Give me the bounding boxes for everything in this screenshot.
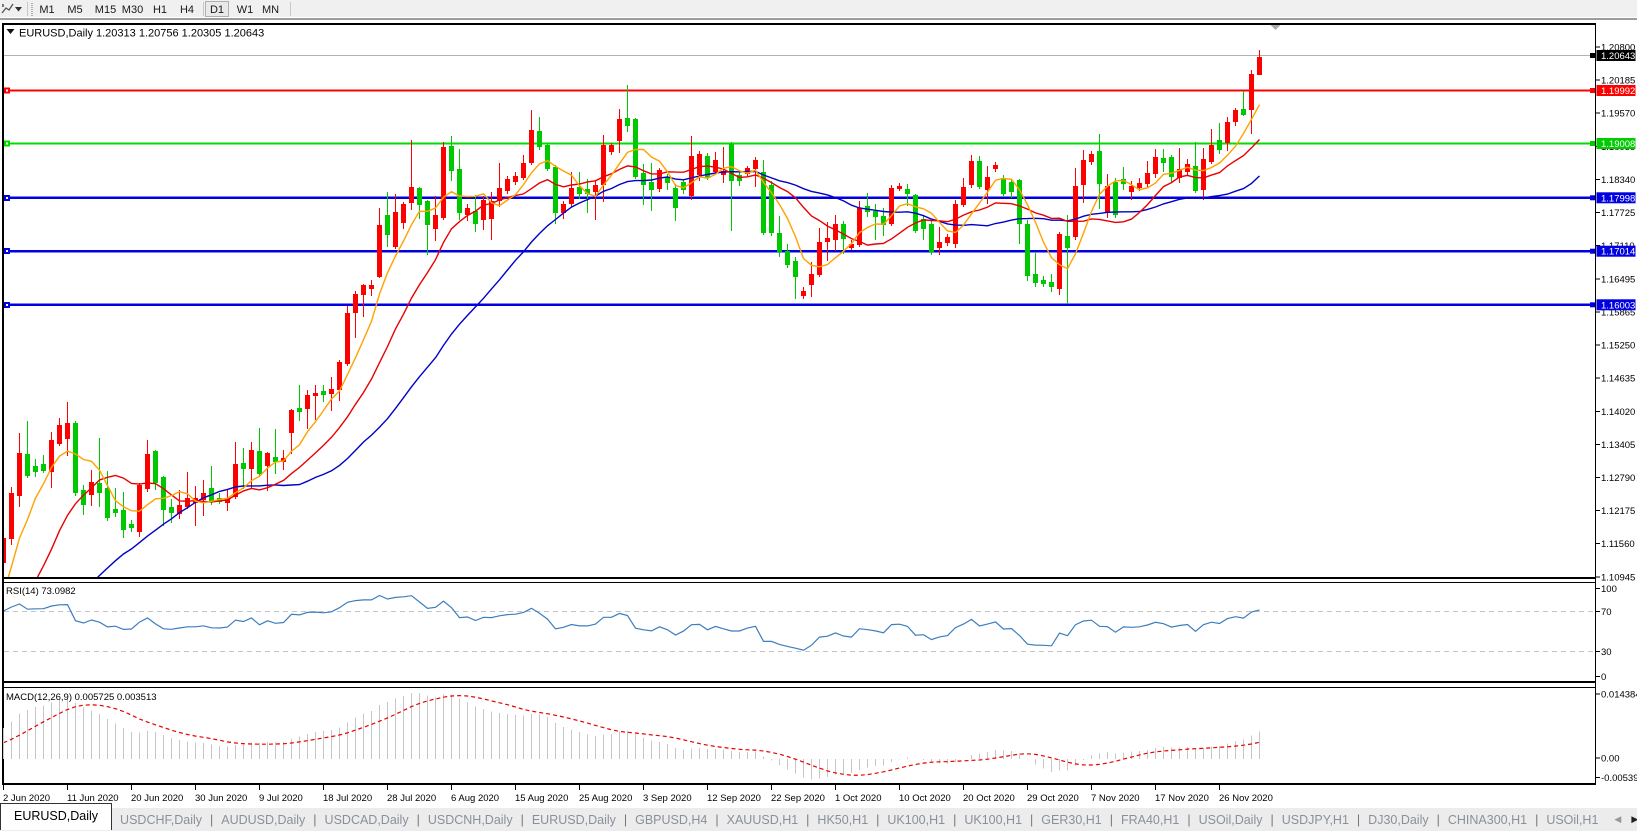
svg-text:-0.005396: -0.005396 [1601,773,1637,784]
svg-text:M15: M15 [95,4,116,16]
svg-text:1.20800: 1.20800 [1601,42,1635,53]
svg-text:12 Sep 2020: 12 Sep 2020 [707,793,761,804]
svg-text:30: 30 [1601,647,1612,658]
svg-text:1.17014: 1.17014 [1601,247,1635,258]
svg-text:M5: M5 [67,4,82,16]
svg-text:1.20643: 1.20643 [1601,51,1635,62]
svg-text:1.16495: 1.16495 [1601,274,1635,285]
svg-text:1.20185: 1.20185 [1601,76,1635,87]
svg-text:25 Aug 2020: 25 Aug 2020 [579,793,632,804]
svg-text:1.15865: 1.15865 [1601,307,1635,318]
svg-text:1.10945: 1.10945 [1601,572,1635,583]
svg-text:EURUSD,Daily 1.20313 1.20756: EURUSD,Daily 1.20313 1.20756 1.20305 1.2… [19,28,264,40]
svg-text:1.13405: 1.13405 [1601,440,1635,451]
svg-text:H1: H1 [153,4,167,16]
svg-text:MACD(12,26,9) 0.005725 0.00351: MACD(12,26,9) 0.005725 0.003513 [6,692,157,703]
svg-text:7 Nov 2020: 7 Nov 2020 [1091,793,1140,804]
svg-text:M30: M30 [122,4,143,16]
svg-text:9 Jul 2020: 9 Jul 2020 [259,793,303,804]
svg-text:6 Aug 2020: 6 Aug 2020 [451,793,499,804]
svg-text:11 Jun 2020: 11 Jun 2020 [67,793,119,804]
svg-text:17 Nov 2020: 17 Nov 2020 [1155,793,1209,804]
svg-text:30 Jun 2020: 30 Jun 2020 [195,793,247,804]
svg-text:H4: H4 [180,4,194,16]
svg-text:100: 100 [1601,584,1617,595]
svg-text:1.17998: 1.17998 [1601,193,1635,204]
svg-text:20 Oct 2020: 20 Oct 2020 [963,793,1015,804]
svg-text:1.12790: 1.12790 [1601,473,1635,484]
svg-text:1 Oct 2020: 1 Oct 2020 [835,793,881,804]
svg-text:3 Sep 2020: 3 Sep 2020 [643,793,692,804]
svg-text:RSI(14) 73.0982: RSI(14) 73.0982 [6,586,76,597]
svg-text:1.19992: 1.19992 [1601,86,1635,97]
svg-text:26 Nov 2020: 26 Nov 2020 [1219,793,1273,804]
svg-text:1.15250: 1.15250 [1601,341,1635,352]
svg-text:1.18340: 1.18340 [1601,175,1635,186]
svg-text:1.19570: 1.19570 [1601,109,1635,120]
svg-text:0.00: 0.00 [1601,754,1620,765]
svg-text:10 Oct 2020: 10 Oct 2020 [899,793,951,804]
svg-text:0.014384: 0.014384 [1601,690,1637,701]
svg-text:W1: W1 [237,4,254,16]
svg-text:1.11560: 1.11560 [1601,539,1635,550]
svg-text:D1: D1 [210,4,224,16]
svg-text:M1: M1 [39,4,54,16]
svg-text:1.17725: 1.17725 [1601,208,1635,219]
svg-text:29 Oct 2020: 29 Oct 2020 [1027,793,1079,804]
svg-text:70: 70 [1601,607,1612,618]
svg-text:15 Aug 2020: 15 Aug 2020 [515,793,568,804]
svg-text:20 Jun 2020: 20 Jun 2020 [131,793,183,804]
svg-text:MN: MN [262,4,279,16]
svg-text:1.14020: 1.14020 [1601,407,1635,418]
svg-text:2 Jun 2020: 2 Jun 2020 [3,793,50,804]
svg-text:28 Jul 2020: 28 Jul 2020 [387,793,436,804]
svg-text:1.19008: 1.19008 [1601,139,1635,150]
svg-text:22 Sep 2020: 22 Sep 2020 [771,793,825,804]
svg-text:1.14635: 1.14635 [1601,374,1635,385]
svg-text:1.12175: 1.12175 [1601,506,1635,517]
svg-text:18 Jul 2020: 18 Jul 2020 [323,793,372,804]
svg-text:0: 0 [1601,672,1606,683]
svg-text:1.16003: 1.16003 [1601,300,1635,311]
